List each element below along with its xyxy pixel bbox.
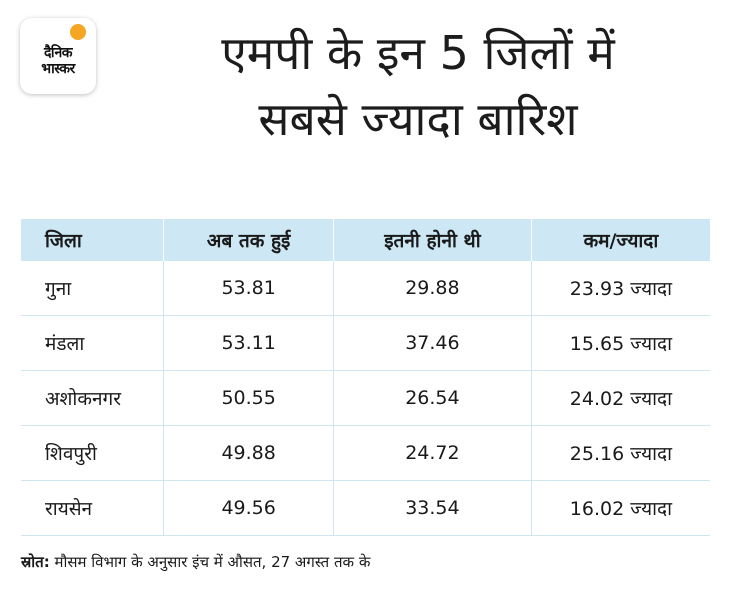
dainik-bhaskar-logo: दैनिक भास्कर <box>20 18 96 94</box>
rainfall-table: जिला अब तक हुई इतनी होनी थी कम/ज्यादा गु… <box>21 219 710 536</box>
cell-difference: 15.65 ज्यादा <box>531 315 710 371</box>
cell-district: अशोकनगर <box>21 370 165 426</box>
cell-expected: 33.54 <box>333 480 532 536</box>
table-header-row: जिला अब तक हुई इतनी होनी थी कम/ज्यादा <box>21 219 710 261</box>
logo-text-line2: भास्कर <box>41 61 75 77</box>
table-row: मंडला 53.11 37.46 15.65 ज्यादा <box>21 315 710 371</box>
cell-district: रायसेन <box>21 480 165 536</box>
sun-icon <box>70 24 86 40</box>
cell-district: मंडला <box>21 315 165 371</box>
cell-expected: 26.54 <box>333 370 532 426</box>
cell-difference: 16.02 ज्यादा <box>531 480 710 536</box>
title-line-1: एमपी के इन 5 जिलों में <box>221 26 615 80</box>
column-header-difference: कम/ज्यादा <box>531 219 710 261</box>
table-row: शिवपुरी 49.88 24.72 25.16 ज्यादा <box>21 425 710 481</box>
title-line-2: सबसे ज्यादा बारिश <box>258 92 578 146</box>
cell-expected: 29.88 <box>333 261 532 316</box>
cell-expected: 24.72 <box>333 425 532 481</box>
cell-so-far: 50.55 <box>163 370 334 426</box>
cell-so-far: 53.81 <box>163 261 334 316</box>
logo-text-line1: दैनिक <box>43 45 73 61</box>
column-header-so-far: अब तक हुई <box>163 219 334 261</box>
source-note: स्रोत: मौसम विभाग के अनुसार इंच में औसत,… <box>21 552 370 572</box>
cell-so-far: 49.56 <box>163 480 334 536</box>
page-title: एमपी के इन 5 जिलों में सबसे ज्यादा बारिश <box>118 20 718 152</box>
column-header-district: जिला <box>21 219 165 261</box>
cell-difference: 24.02 ज्यादा <box>531 370 710 426</box>
column-header-expected: इतनी होनी थी <box>333 219 532 261</box>
table-row: रायसेन 49.56 33.54 16.02 ज्यादा <box>21 480 710 536</box>
cell-so-far: 49.88 <box>163 425 334 481</box>
source-label: स्रोत: <box>21 553 50 571</box>
source-text: मौसम विभाग के अनुसार इंच में औसत, 27 अगस… <box>49 553 371 571</box>
table-row: गुना 53.81 29.88 23.93 ज्यादा <box>21 261 710 316</box>
cell-so-far: 53.11 <box>163 315 334 371</box>
cell-difference: 25.16 ज्यादा <box>531 425 710 481</box>
cell-district: शिवपुरी <box>21 425 165 481</box>
cell-expected: 37.46 <box>333 315 532 371</box>
table-row: अशोकनगर 50.55 26.54 24.02 ज्यादा <box>21 370 710 426</box>
cell-district: गुना <box>21 261 165 316</box>
cell-difference: 23.93 ज्यादा <box>531 261 710 316</box>
